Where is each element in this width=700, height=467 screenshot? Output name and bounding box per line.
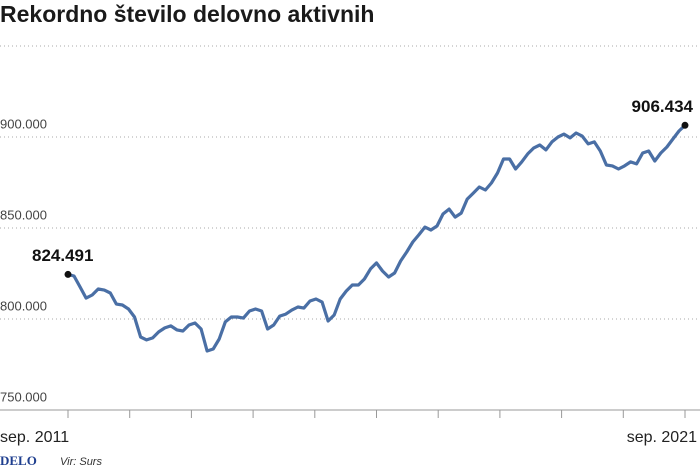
y-tick-label: 850.000 [0,207,47,222]
y-tick-label: 800.000 [0,298,47,313]
logo: DELO [0,453,37,467]
end-point [681,121,689,129]
line [67,124,687,353]
x-tick-label: sep. 2011 [0,429,69,446]
end-point [64,270,72,278]
data-label: 824.491 [32,246,93,265]
y-tick-label: 750.000 [0,389,47,404]
source: Vir: Surs [60,456,102,467]
y-tick-label: 900.000 [0,116,47,131]
chart-title: Rekordno število delovno aktivnih [0,1,374,27]
x-tick-label: sep. 2021 [627,429,697,446]
data-label: 906.434 [632,97,694,116]
